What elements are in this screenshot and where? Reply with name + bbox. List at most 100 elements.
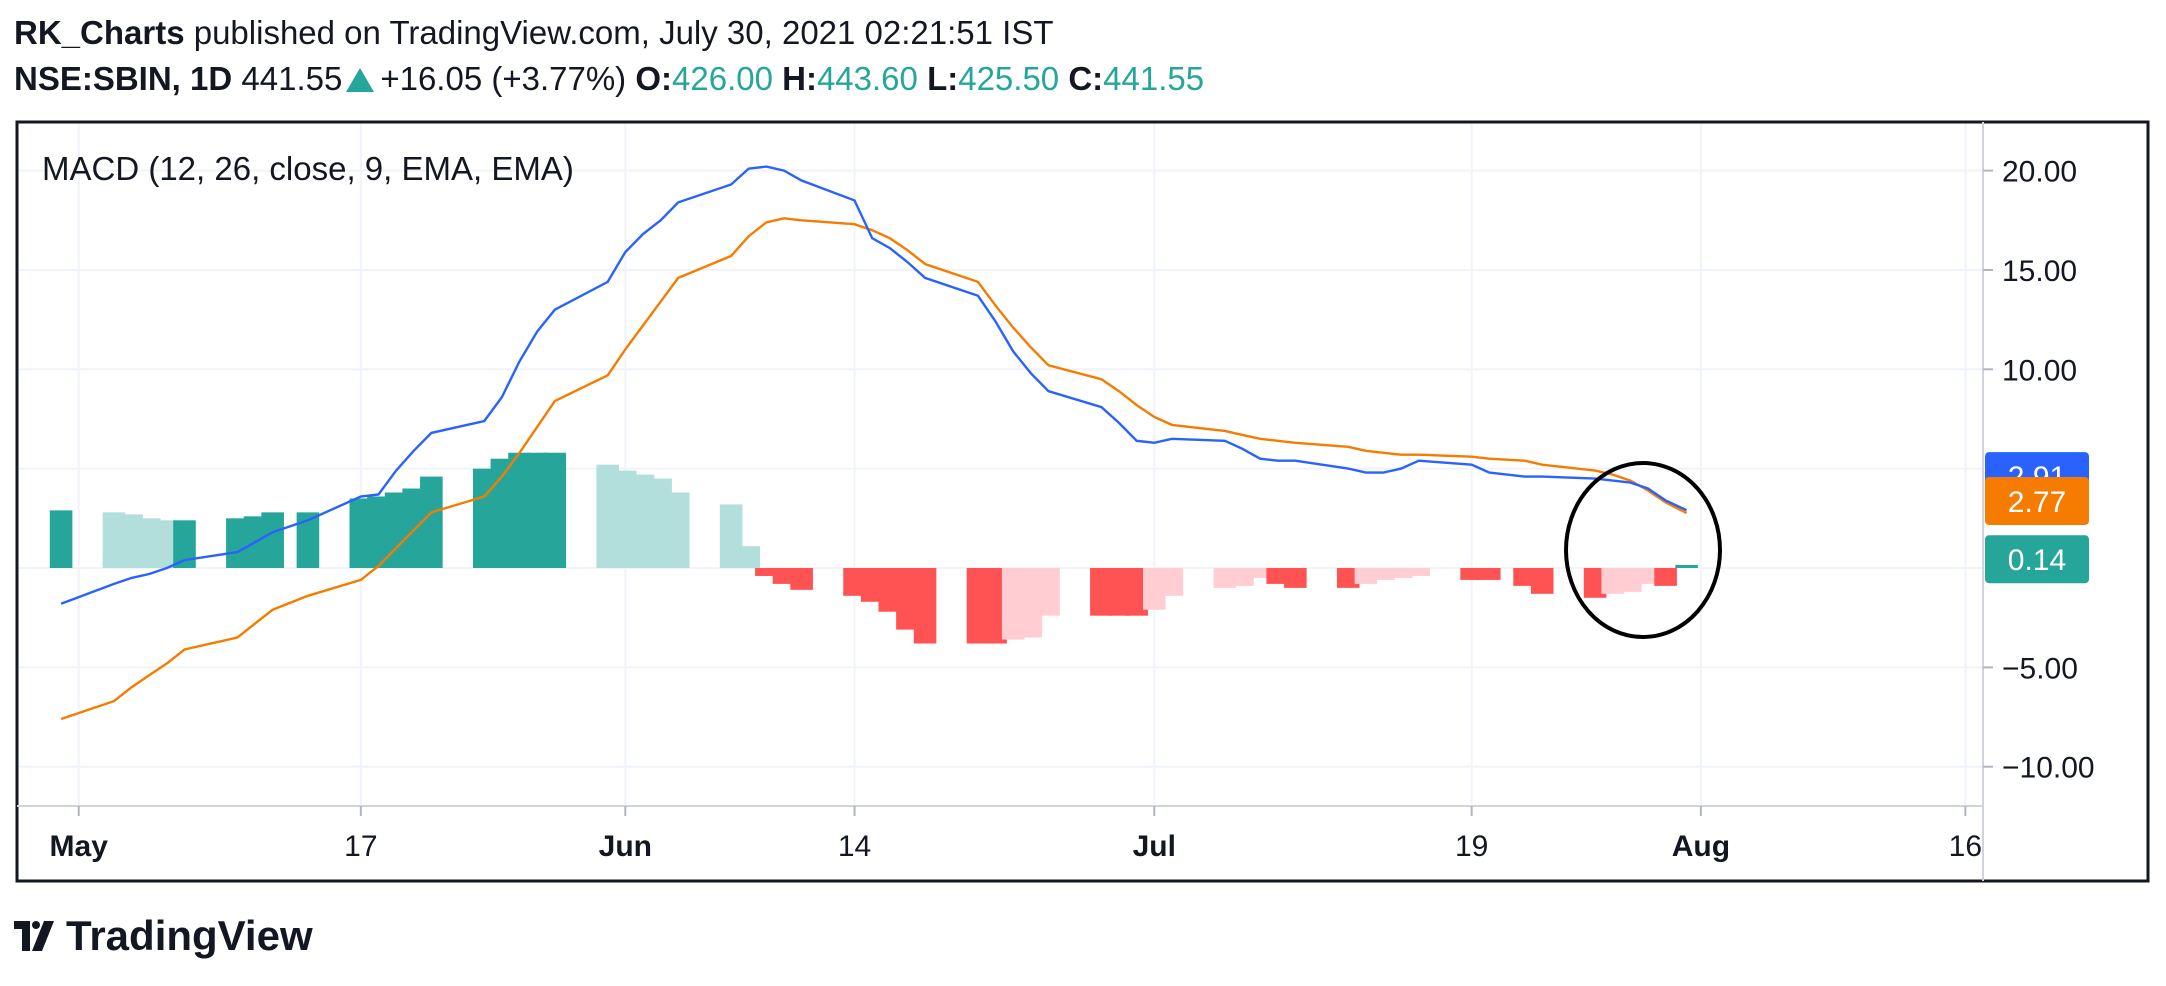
symbol-line: NSE:SBIN, 1D 441.55 +16.05 (+3.77%) O:426…: [14, 56, 1204, 102]
histogram-bar: [666, 492, 690, 568]
histogram-bar: [525, 452, 549, 568]
histogram-bar: [1460, 568, 1483, 580]
price-label-text: 2.77: [2008, 486, 2066, 519]
x-tick-label: 19: [1455, 830, 1488, 863]
tradingview-brand: TradingView: [66, 912, 313, 959]
histogram-bar: [1354, 568, 1378, 584]
histogram-bar: [1513, 568, 1536, 586]
histogram-bar: [155, 520, 179, 568]
histogram-bar: [737, 546, 761, 568]
price-label-badge: [1985, 535, 2089, 584]
high-value: 443.60: [816, 60, 918, 97]
time-axis[interactable]: May 17 Jun 14 Jul 19 Aug 16: [50, 806, 1983, 863]
y-tick-label: 10.00: [2002, 354, 2077, 387]
price-labels: 2.912.770.14: [1985, 452, 2089, 584]
histogram-bar: [367, 496, 390, 568]
histogram-bar: [296, 512, 320, 568]
histogram-bar: [984, 568, 1007, 644]
histogram-bar: [614, 470, 637, 568]
histogram-bar: [843, 568, 866, 596]
histogram-bar: [755, 568, 778, 576]
histogram-bar: [1601, 568, 1625, 594]
histogram-bar: [966, 568, 990, 644]
histogram-bar: [1231, 568, 1254, 586]
histogram-bar: [1125, 568, 1148, 616]
x-tick-label: Aug: [1672, 830, 1730, 863]
y-tick-label: 20.00: [2002, 156, 2077, 189]
histogram-bar: [402, 488, 426, 568]
histogram-bar: [1090, 568, 1113, 616]
histogram-bar: [1336, 568, 1360, 588]
histogram-bar: [1142, 568, 1166, 610]
histogram-bar: [1213, 568, 1237, 588]
y-tick-label: −10.00: [2002, 752, 2095, 785]
y-tick-label: 15.00: [2002, 255, 2077, 288]
x-tick-label: 14: [838, 830, 871, 863]
histogram-bar: [878, 568, 902, 612]
macd-line: [60, 165, 1688, 605]
signal-line: [60, 217, 1688, 721]
histogram-bar-latest: [1675, 565, 1698, 568]
histogram-bar: [1019, 568, 1043, 638]
tradingview-logo-icon: [14, 921, 54, 951]
histogram-bar: [1407, 568, 1431, 576]
histogram-bar: [1530, 568, 1554, 594]
histogram-bar: [120, 514, 143, 568]
price-axis[interactable]: 20.00 15.00 10.00 −5.00 −10.00: [1983, 156, 2095, 785]
x-tick-label: May: [50, 830, 109, 863]
crossover-annotation-ellipse: [1564, 461, 1722, 639]
close-value: 441.55: [1103, 60, 1205, 97]
histogram-bar: [1037, 568, 1060, 616]
up-triangle-icon: [346, 68, 375, 92]
x-tick-label: 17: [344, 830, 377, 863]
histogram-bar: [384, 492, 408, 568]
histogram-bar: [1266, 568, 1290, 584]
histogram-bar: [631, 474, 655, 568]
last-price: 441.55: [241, 60, 343, 97]
histogram-bar: [226, 518, 249, 568]
brand-footer[interactable]: TradingView: [14, 908, 313, 964]
histogram-bar: [772, 568, 796, 584]
price-label-badge: [1985, 476, 2089, 525]
price-change: +16.05 (+3.77%): [380, 60, 627, 97]
histogram-bar: [790, 568, 813, 590]
histogram-bar: [1583, 568, 1607, 598]
indicator-title[interactable]: MACD (12, 26, close, 9, EMA, EMA): [42, 150, 574, 187]
histogram-bar: [1389, 568, 1413, 578]
y-tick-label: −5.00: [2002, 652, 2078, 685]
histogram-bar: [1372, 568, 1395, 580]
high-label: H:: [782, 60, 817, 97]
histogram-bar: [173, 520, 196, 568]
histogram-bar: [543, 452, 567, 568]
histogram-bar: [1001, 568, 1025, 640]
author-name[interactable]: RK_Charts: [14, 14, 185, 51]
histogram-bar: [137, 518, 161, 568]
histogram-bar: [102, 512, 126, 568]
histogram-bar: [1619, 568, 1642, 592]
publish-line: RK_Charts published on TradingView.com, …: [14, 10, 1204, 56]
histogram-bar: [1284, 568, 1307, 588]
histogram-bar: [1107, 568, 1131, 616]
histogram-bar: [860, 568, 884, 602]
low-label: L:: [927, 60, 959, 97]
chart-frame: [15, 120, 2150, 883]
histogram-bar: [349, 498, 373, 568]
open-value: 426.00: [672, 60, 773, 97]
histogram-bar: [596, 464, 619, 568]
price-label-text: 0.14: [2008, 544, 2066, 577]
open-label: O:: [635, 60, 673, 97]
macd-histogram: [49, 452, 1698, 644]
histogram-bar: [490, 458, 514, 568]
x-tick-label: 16: [1949, 830, 1982, 863]
published-text: published on TradingView.com, July 30, 2…: [193, 14, 1054, 51]
low-value: 425.50: [958, 60, 1060, 97]
close-label: C:: [1068, 60, 1104, 97]
symbol: NSE:SBIN, 1D: [14, 60, 233, 97]
histogram-bar: [896, 568, 919, 630]
histogram-bar: [49, 510, 73, 568]
histogram-bar: [1160, 568, 1184, 596]
grid-lines: [17, 122, 1983, 806]
chart-header: RK_Charts published on TradingView.com, …: [14, 10, 1204, 102]
histogram-bar: [1636, 568, 1660, 584]
